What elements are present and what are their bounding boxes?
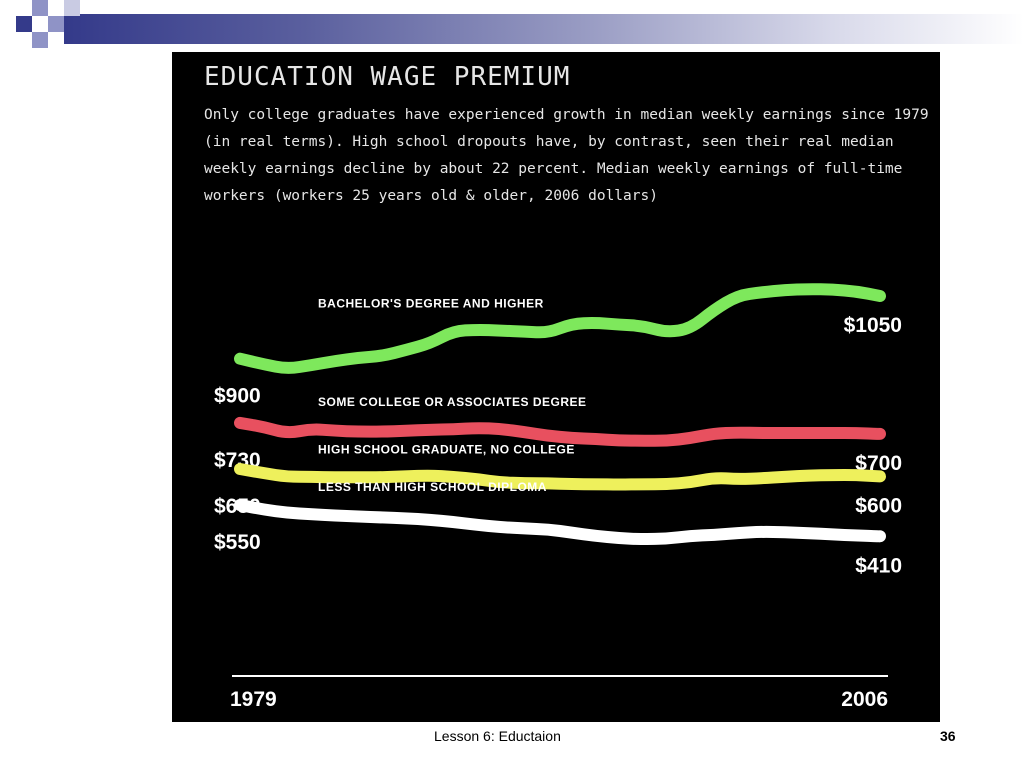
series-label-2: SOME COLLEGE OR ASSOCIATES DEGREE: [318, 395, 587, 409]
series-label-3: HIGH SCHOOL GRADUATE, NO COLLEGE: [318, 442, 575, 456]
series-line-3: [234, 463, 886, 491]
x-tick-label-end: 2006: [841, 688, 888, 711]
start-value-label-1: $900: [214, 385, 261, 408]
end-value-label-1: $1050: [844, 314, 902, 337]
series-label-4: LESS THAN HIGH SCHOOL DIPLOMA: [318, 480, 547, 494]
x-tick-label-start: 1979: [230, 688, 277, 711]
series-line-2: [234, 416, 886, 447]
page-number: 36: [940, 728, 956, 744]
series-label-1: BACHELOR'S DEGREE AND HIGHER: [318, 297, 544, 311]
footer-lesson-title: Lesson 6: Eductaion: [434, 728, 561, 744]
series-line-4: [234, 499, 886, 545]
chart-subtitle: Only college graduates have experienced …: [204, 107, 929, 204]
slide-header-decoration: [0, 0, 1024, 48]
line-chart: BACHELOR'S DEGREE AND HIGHER $900 $1050 SOM…: [214, 283, 902, 711]
start-value-label-4: $550: [214, 531, 261, 554]
end-value-label-3: $600: [855, 494, 902, 517]
wage-chart-panel: EDUCATION WAGE PREMIUM Only college grad…: [172, 52, 940, 722]
end-value-label-2: $700: [855, 452, 902, 475]
header-gradient-bar: [64, 14, 1024, 44]
series-line-1: [234, 283, 886, 374]
chart-title: EDUCATION WAGE PREMIUM: [204, 62, 571, 92]
end-value-label-4: $410: [855, 554, 902, 577]
